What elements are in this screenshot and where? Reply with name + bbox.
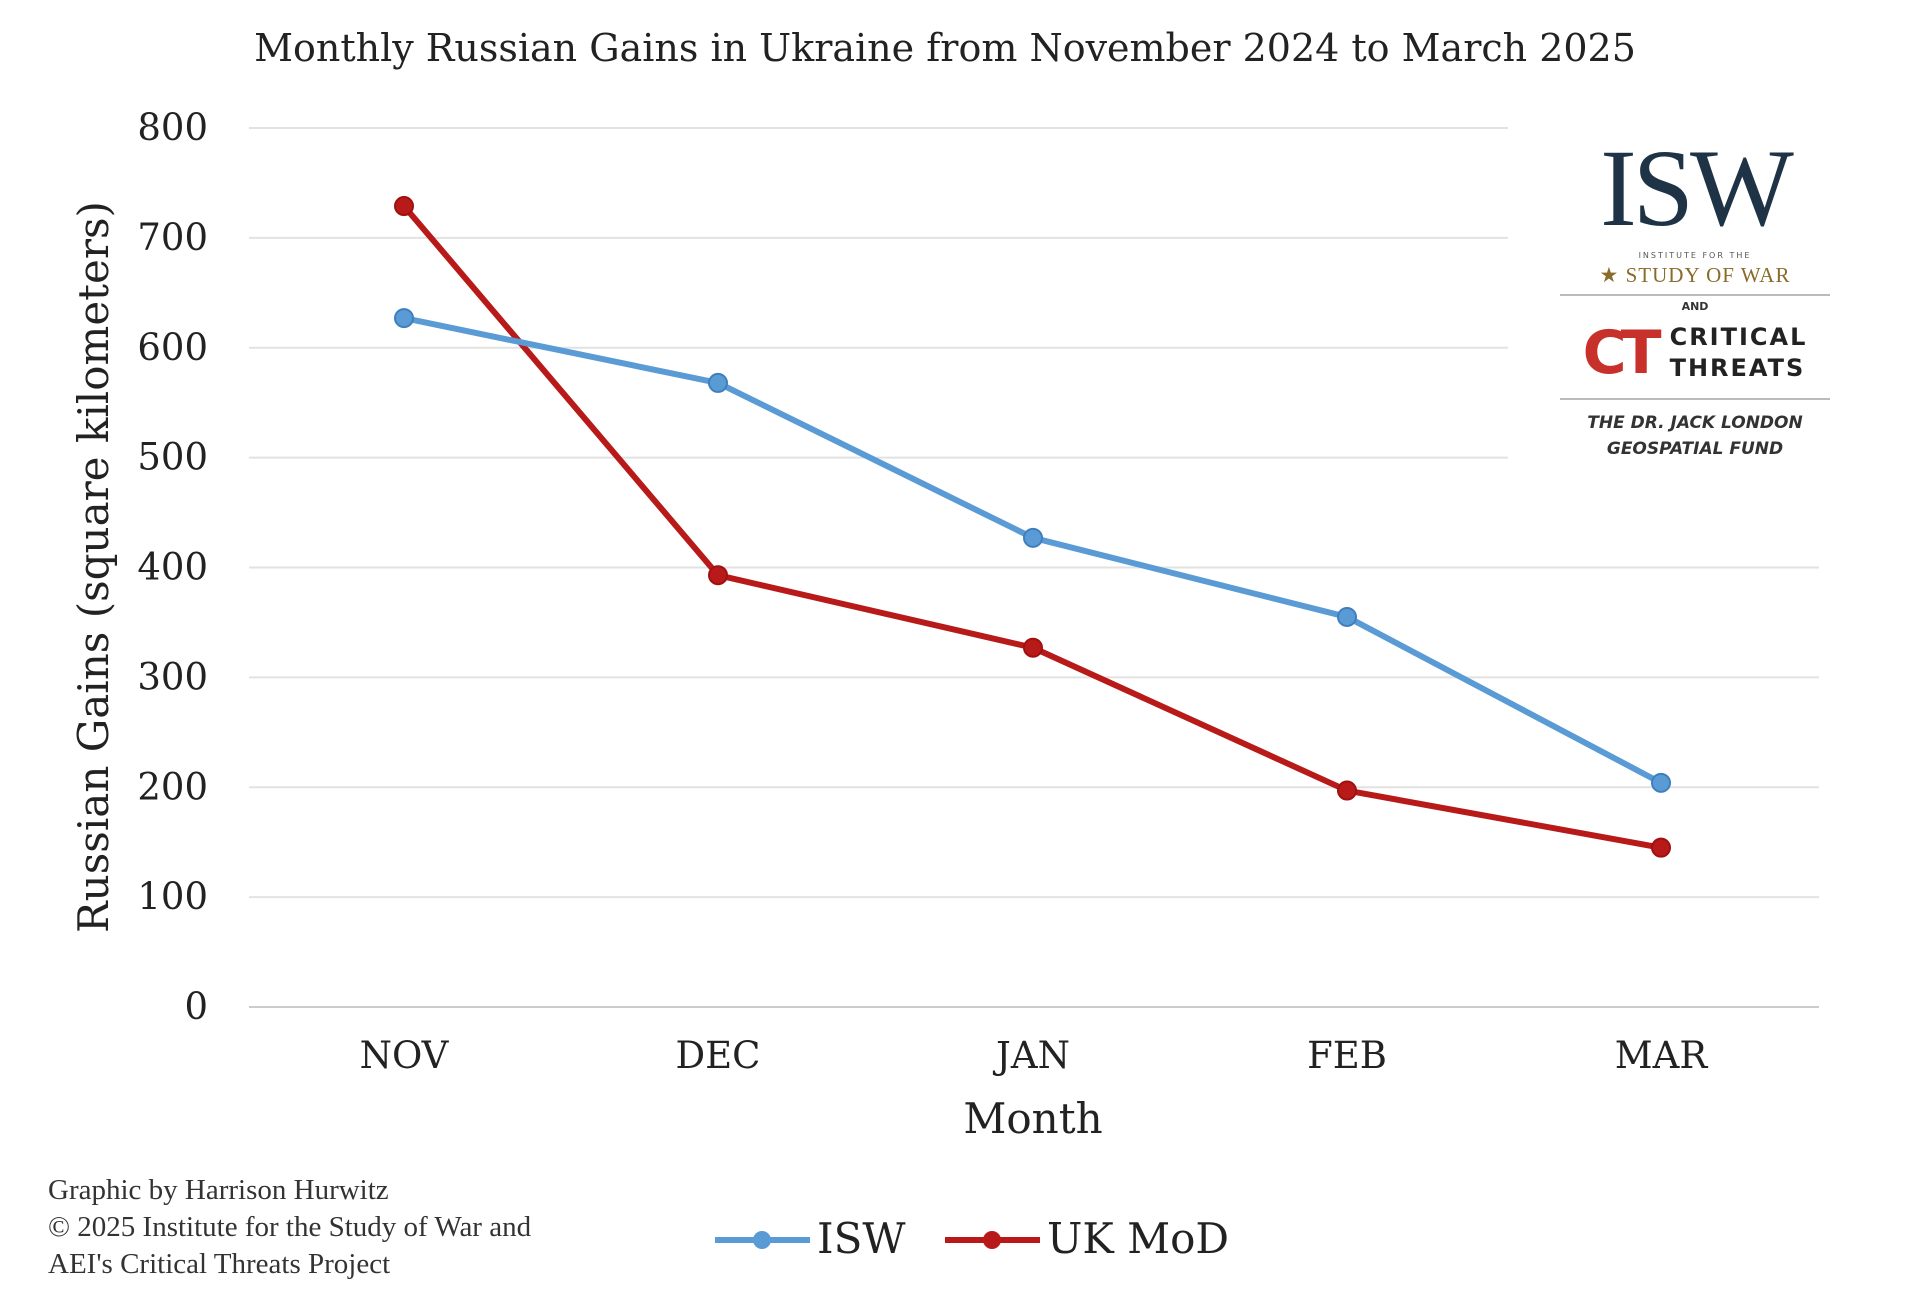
isw-sub: ★ STUDY OF WAR xyxy=(1560,262,1830,288)
legend-label: UK MoD xyxy=(1047,1214,1229,1263)
data-point xyxy=(1023,527,1043,548)
fund-line2: GEOSPATIAL FUND xyxy=(1606,439,1784,459)
x-tick-label: FEB xyxy=(1307,1034,1387,1077)
y-axis-label: Russian Gains (square kilometers) xyxy=(69,201,118,933)
data-point xyxy=(1337,606,1357,627)
y-tick-label: 500 xyxy=(137,436,208,479)
data-point xyxy=(1023,637,1043,658)
data-point xyxy=(1337,780,1357,801)
chart-title: Monthly Russian Gains in Ukraine from No… xyxy=(254,26,1636,70)
data-point xyxy=(394,308,414,329)
y-tick-label: 400 xyxy=(137,546,208,589)
legend-marker xyxy=(983,1231,1001,1249)
x-axis-label: Month xyxy=(963,1094,1102,1143)
y-tick-label: 100 xyxy=(137,875,208,918)
x-tick-label: JAN xyxy=(992,1034,1070,1077)
fund-text: THE DR. JACK LONDON GEOSPATIAL FUND xyxy=(1560,410,1830,462)
isw-sub-small: INSTITUTE FOR THE xyxy=(1638,251,1752,260)
data-point xyxy=(1651,772,1671,793)
y-tick-label: 0 xyxy=(184,985,208,1028)
y-tick-label: 200 xyxy=(137,765,208,808)
y-tick-label: 800 xyxy=(137,106,208,149)
data-point xyxy=(708,565,728,586)
isw-sub-text: STUDY OF WAR xyxy=(1625,263,1791,287)
logo-and: AND xyxy=(1560,294,1830,314)
ct-line2: THREATS xyxy=(1669,354,1806,382)
y-tick-label: 300 xyxy=(137,655,208,698)
x-tick-label: MAR xyxy=(1615,1034,1709,1077)
legend-marker xyxy=(753,1231,771,1249)
x-tick-label: DEC xyxy=(676,1034,761,1077)
isw-ct-logo: ISW INSTITUTE FOR THE ★ STUDY OF WAR AND… xyxy=(1560,128,1830,462)
series-line-uk-mod xyxy=(401,204,1662,851)
series-line-isw xyxy=(403,315,1663,786)
fund-line1: THE DR. JACK LONDON xyxy=(1587,413,1803,433)
data-point xyxy=(708,372,728,393)
isw-logo-text: ISW xyxy=(1600,127,1794,249)
credits: Graphic by Harrison Hurwitz © 2025 Insti… xyxy=(48,1172,668,1283)
ct-line1: CRITICAL xyxy=(1669,323,1808,351)
legend: ISW UK MoD xyxy=(715,1214,1229,1263)
credit-line: AEI's Critical Threats Project xyxy=(48,1248,391,1280)
credit-line: © 2025 Institute for the Study of War an… xyxy=(48,1211,532,1243)
x-tick-label: NOV xyxy=(360,1034,450,1077)
star-icon: ★ xyxy=(1599,263,1626,287)
legend-label: ISW xyxy=(817,1214,906,1263)
isw-logo-mark: ISW xyxy=(1560,128,1830,248)
data-point xyxy=(1651,837,1671,858)
ct-mark: CT xyxy=(1582,318,1662,388)
data-point xyxy=(394,196,414,217)
y-tick-label: 700 xyxy=(137,216,208,259)
y-tick-label: 600 xyxy=(137,326,208,369)
credit-line: Graphic by Harrison Hurwitz xyxy=(48,1174,389,1206)
ct-logo: CT CRITICAL THREATS xyxy=(1560,320,1830,400)
